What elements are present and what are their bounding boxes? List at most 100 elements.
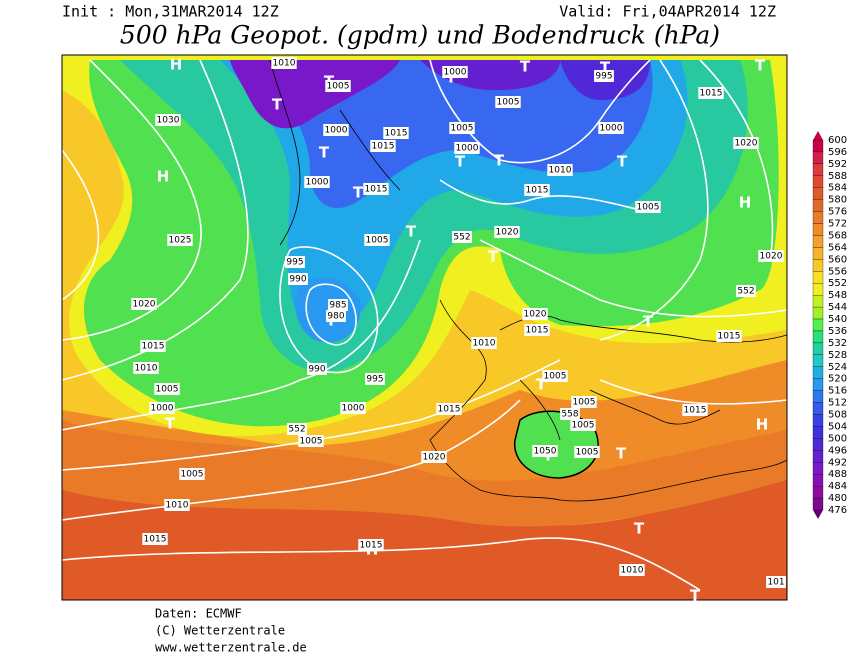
legend-swatch: [812, 306, 824, 320]
map-title: 500 hPa Geopot. (gpdm) und Bodendruck (h…: [120, 21, 720, 50]
isobar-value: 1015: [718, 332, 741, 342]
legend-swatch: [812, 247, 824, 260]
isobar-label-box: [524, 184, 550, 196]
legend-arrow-bottom: [813, 510, 823, 519]
isobar-label-box: [471, 337, 497, 349]
legend-level: 564: [828, 242, 847, 253]
pressure-center: T: [634, 520, 645, 538]
isobar-label: 1015: [358, 539, 384, 551]
legend-level: 568: [828, 230, 847, 241]
isobar-value: 995: [595, 72, 612, 82]
isobar-label: 1000: [304, 176, 330, 188]
isobar-label: 1005: [449, 122, 475, 134]
isobar-label: 1000: [149, 402, 175, 414]
isobar-label-box: [307, 363, 327, 375]
isobar-value: 1005: [300, 437, 323, 447]
isobar-label-box: [383, 127, 409, 139]
legend-level: 508: [828, 410, 847, 421]
isobar-label: 558: [560, 408, 580, 420]
isobar-value: 1005: [181, 470, 204, 480]
isobar-value: 552: [737, 287, 754, 297]
legend-swatch: [812, 485, 824, 499]
isobar-label-box: [560, 408, 580, 420]
isobar-value: 1000: [306, 178, 329, 188]
legend-level: 524: [828, 362, 847, 373]
isobar-label: 1010: [271, 57, 297, 69]
isobar-label: 1005: [542, 370, 568, 382]
isobar-value: 980: [327, 312, 344, 322]
isobar-value: 552: [288, 425, 305, 435]
isobar-value: 1000: [600, 124, 623, 134]
isobar-label-box: [154, 383, 180, 395]
legend-swatch: [812, 414, 824, 427]
legend-arrow-top: [813, 131, 823, 140]
isobar-label-box: [288, 273, 308, 285]
isobar-label: 1015: [142, 533, 168, 545]
legend-swatch: [812, 318, 824, 332]
isobar-label: 1015: [524, 324, 550, 336]
legend-level: 484: [828, 481, 847, 492]
legend-level: 576: [828, 207, 847, 218]
legend-level: 480: [828, 493, 847, 504]
legend-swatch: [812, 175, 824, 188]
isobar-label-box: [766, 576, 786, 588]
isobar-value: 1015: [526, 186, 549, 196]
isobar-label-box: [358, 539, 384, 551]
isobar-value: 995: [366, 375, 383, 385]
legend-swatch: [812, 330, 824, 344]
legend-level: 520: [828, 374, 847, 385]
isobar-value: 995: [286, 258, 303, 268]
legend-level: 552: [828, 278, 847, 289]
isobar-label: 1010: [471, 337, 497, 349]
isobar-label-box: [619, 564, 645, 576]
isobar-value: 1010: [135, 364, 158, 374]
legend-level: 512: [828, 398, 847, 409]
isobar-label: 1005: [154, 383, 180, 395]
legend-level: 572: [828, 219, 847, 230]
isobar-label-box: [635, 201, 661, 213]
isobar-label-box: [271, 57, 297, 69]
isobar-value: 558: [561, 410, 578, 420]
legend-swatch: [812, 259, 824, 272]
legend-swatch: [812, 426, 824, 439]
isobar-label-box: [328, 299, 348, 311]
isobar-label-box: [323, 124, 349, 136]
legend-swatch: [812, 342, 824, 355]
isobar-label: 1015: [716, 330, 742, 342]
isobar-label-box: [298, 435, 324, 447]
legend-level: 496: [828, 445, 847, 456]
legend-swatch: [812, 139, 824, 153]
legend-swatch: [812, 211, 824, 224]
isobar-label-box: [522, 308, 548, 320]
isobar-label: 1010: [133, 362, 159, 374]
pressure-center: T: [536, 376, 547, 394]
isobar-label-box: [454, 142, 480, 154]
isobar-value: 1010: [273, 59, 296, 69]
legend-level: 580: [828, 195, 847, 206]
legend-level: 588: [828, 171, 847, 182]
pressure-center: T: [616, 445, 627, 463]
isobar-label-box: [179, 468, 205, 480]
isobar-label: 1015: [370, 140, 396, 152]
legend-swatch: [812, 474, 824, 487]
legend-swatch: [812, 366, 824, 379]
legend-level: 540: [828, 314, 847, 325]
isobar-label: 1005: [179, 468, 205, 480]
isobar-value: 1015: [365, 185, 388, 195]
pressure-center: T: [690, 587, 701, 605]
isobar-label-box: [340, 402, 366, 414]
legend-level: 516: [828, 386, 847, 397]
pressure-center: T: [353, 184, 364, 202]
isobar-value: 1015: [684, 406, 707, 416]
legend-swatch: [812, 163, 824, 176]
isobar-label-box: [285, 256, 305, 268]
isobar-label: 1015: [140, 340, 166, 352]
isobar-label: 1000: [598, 122, 624, 134]
isobar-label: 1010: [619, 564, 645, 576]
isobar-label-box: [542, 370, 568, 382]
isobar-value: 1000: [444, 68, 467, 78]
pressure-center: T: [272, 96, 283, 114]
isobar-label-box: [574, 446, 600, 458]
legend-level: 592: [828, 159, 847, 170]
isobar-value: 1015: [385, 129, 408, 139]
